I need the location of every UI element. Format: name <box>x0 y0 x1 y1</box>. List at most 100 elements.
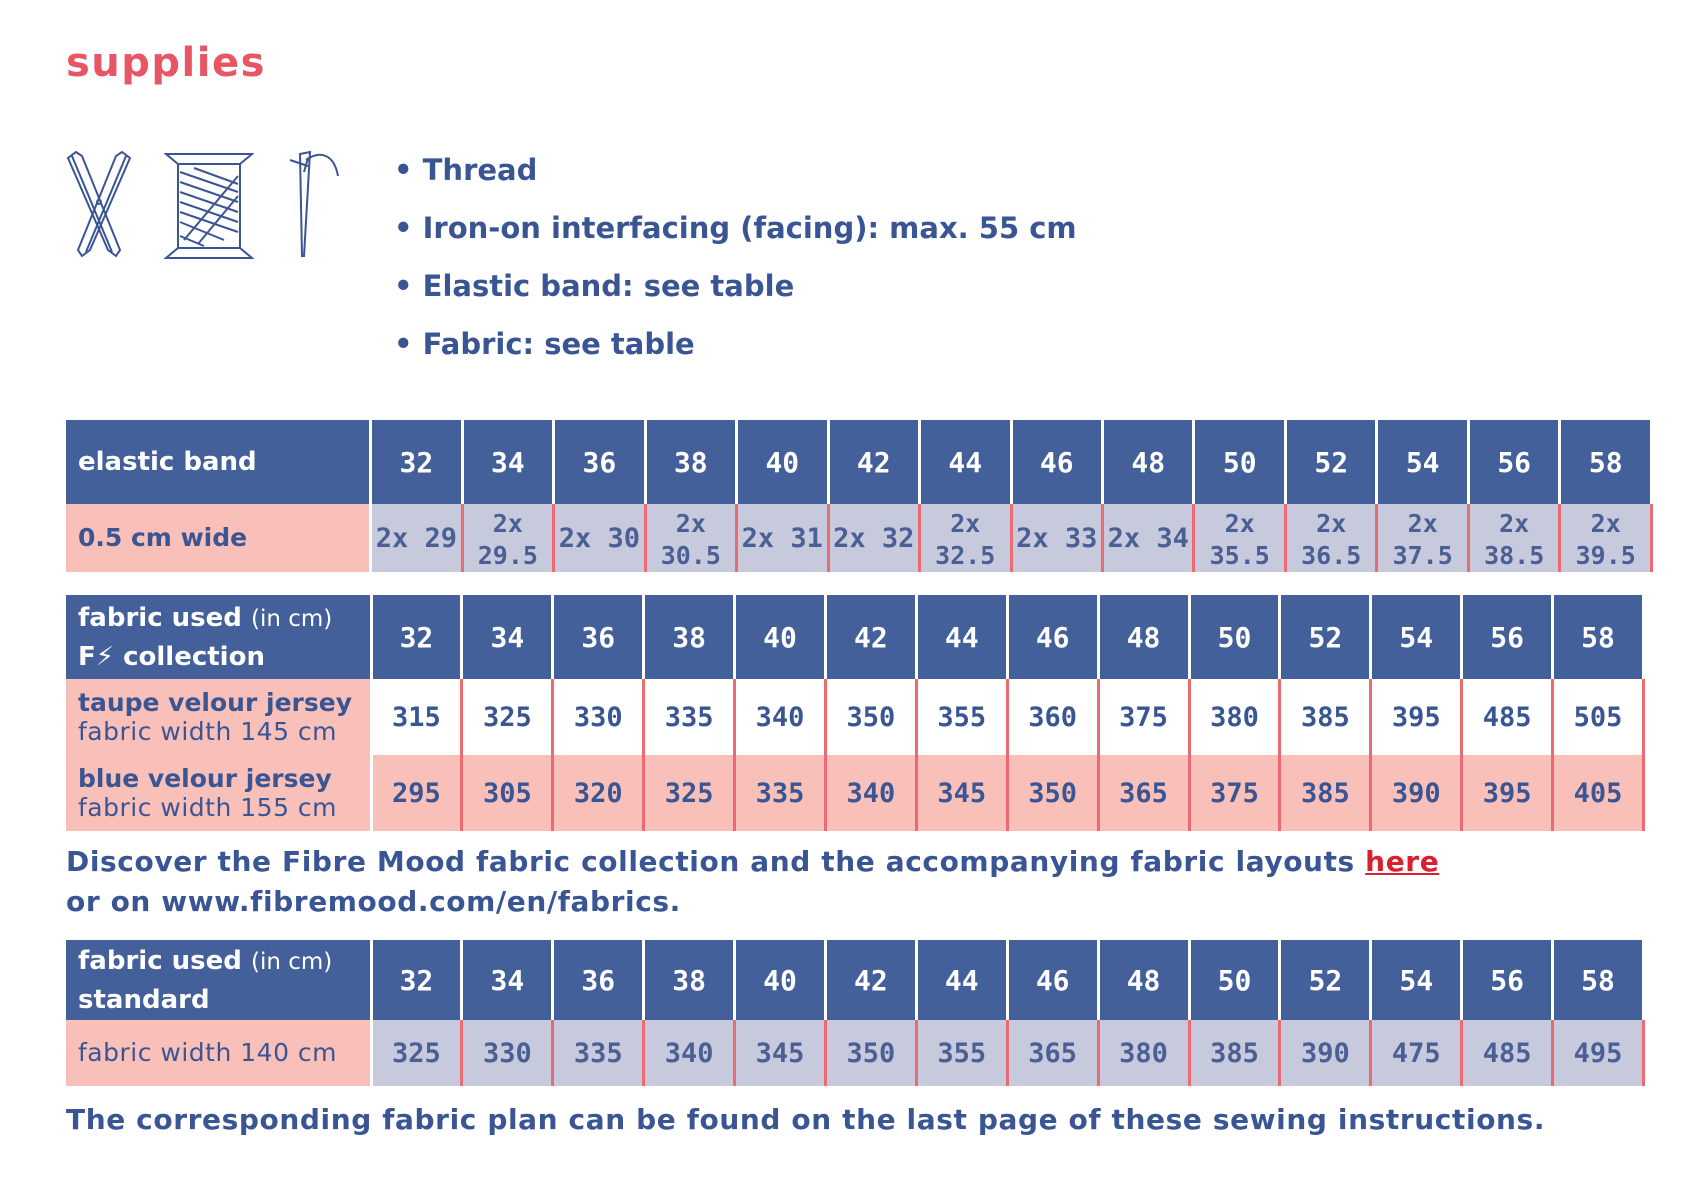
fabric-cell: 375 <box>1189 755 1282 831</box>
fabric-standard-row: fabric width 140 cm 325 330 335 340 345 … <box>66 1020 1645 1086</box>
size-header: 38 <box>643 940 737 1020</box>
fabric-collection-table: fabric used (in cm) F⚡ collection 32 34 … <box>66 595 1645 831</box>
fabric-collection-header-row: fabric used (in cm) F⚡ collection 32 34 … <box>66 595 1645 679</box>
elastic-cell: 2x 32.5 <box>919 504 1013 572</box>
size-header: 50 <box>1193 420 1287 504</box>
elastic-header-row: elastic band 32 34 36 38 40 42 44 46 48 … <box>66 420 1653 504</box>
size-header: 56 <box>1461 940 1555 1020</box>
size-header: 54 <box>1370 595 1464 679</box>
fabric-cell: 305 <box>461 755 555 831</box>
supply-item-thread: Thread <box>394 150 1077 208</box>
fabric-cell: 495 <box>1552 1020 1645 1086</box>
elastic-cell: 2x 29 <box>370 504 464 572</box>
fabric-cell: 320 <box>552 755 646 831</box>
size-header: 32 <box>371 595 464 679</box>
fabric-cell: 350 <box>825 1020 918 1086</box>
size-header: 52 <box>1285 420 1379 504</box>
fabric-cell: 380 <box>1098 1020 1191 1086</box>
fabric-cell: 395 <box>1461 755 1555 831</box>
size-header: 46 <box>1007 940 1100 1020</box>
fabric-cell: 325 <box>461 679 555 755</box>
fabric-cell: 325 <box>643 755 737 831</box>
needle-icon <box>289 150 339 257</box>
elastic-row: 0.5 cm wide 2x 29 2x 29.5 2x 30 2x 30.5 … <box>66 504 1653 572</box>
elastic-cell: 2x 29.5 <box>462 504 556 572</box>
fabric-cell: 350 <box>1007 755 1100 831</box>
size-header: 56 <box>1461 595 1555 679</box>
fabric-cell: 355 <box>916 1020 1009 1086</box>
elastic-cell: 2x 39.5 <box>1559 504 1653 572</box>
thread-spool-icon <box>164 153 254 259</box>
size-header: 50 <box>1189 595 1282 679</box>
elastic-band-table: elastic band 32 34 36 38 40 42 44 46 48 … <box>66 420 1653 572</box>
size-header: 44 <box>916 940 1009 1020</box>
supply-item-interfacing: Iron-on interfacing (facing): max. 55 cm <box>394 208 1077 266</box>
size-header: 40 <box>734 940 827 1020</box>
fabric-cell: 315 <box>371 679 464 755</box>
supply-item-fabric: Fabric: see table <box>394 324 1077 382</box>
fabric-cell: 385 <box>1189 1020 1282 1086</box>
size-header: 34 <box>461 940 555 1020</box>
fabric-collection-note: Discover the Fibre Mood fabric collectio… <box>66 845 1440 918</box>
fabric-cell: 385 <box>1279 755 1373 831</box>
lightning-icon: ⚡ <box>95 641 115 672</box>
size-header: 38 <box>645 420 739 504</box>
elastic-header-label: elastic band <box>66 420 373 504</box>
fabric-cell: 375 <box>1098 679 1191 755</box>
fabric-cell: 365 <box>1007 1020 1100 1086</box>
size-header: 44 <box>919 420 1013 504</box>
size-header: 32 <box>370 420 464 504</box>
size-header: 36 <box>552 940 646 1020</box>
fabric-cell: 350 <box>825 679 918 755</box>
size-header: 32 <box>371 940 464 1020</box>
elastic-cell: 2x 36.5 <box>1285 504 1379 572</box>
here-link[interactable]: here <box>1365 845 1440 878</box>
fabric-cell: 380 <box>1189 679 1282 755</box>
size-header: 34 <box>461 595 555 679</box>
size-header: 46 <box>1011 420 1105 504</box>
fabric-plan-note: The corresponding fabric plan can be fou… <box>66 1103 1546 1136</box>
fabric-cell: 475 <box>1370 1020 1464 1086</box>
elastic-cell: 2x 31 <box>736 504 830 572</box>
size-header: 42 <box>825 595 918 679</box>
fabric-cell: 345 <box>916 755 1009 831</box>
scissors-icon <box>66 150 132 258</box>
elastic-cell: 2x 32 <box>828 504 922 572</box>
fabric-standard-row-label: fabric width 140 cm <box>66 1020 373 1086</box>
elastic-cell: 2x 30.5 <box>645 504 739 572</box>
fabric-cell: 335 <box>734 755 827 831</box>
size-header: 56 <box>1468 420 1562 504</box>
fabric-cell: 325 <box>371 1020 464 1086</box>
size-header: 48 <box>1098 940 1191 1020</box>
size-header: 44 <box>916 595 1009 679</box>
size-header: 54 <box>1370 940 1464 1020</box>
size-header: 58 <box>1552 940 1645 1020</box>
fabric-cell: 505 <box>1552 679 1645 755</box>
fabric-cell: 330 <box>461 1020 555 1086</box>
fabric-cell: 355 <box>916 679 1009 755</box>
fabric-cell: 365 <box>1098 755 1191 831</box>
fabric-standard-header-row: fabric used (in cm) standard 32 34 36 38… <box>66 940 1645 1020</box>
fabric-cell: 390 <box>1370 755 1464 831</box>
supplies-list: Thread Iron-on interfacing (facing): max… <box>394 150 1077 382</box>
fabric-collection-header-label: fabric used (in cm) F⚡ collection <box>66 595 373 679</box>
elastic-cell: 2x 33 <box>1011 504 1105 572</box>
size-header: 54 <box>1376 420 1470 504</box>
size-header: 40 <box>736 420 830 504</box>
size-header: 40 <box>734 595 827 679</box>
fabric-standard-header-label: fabric used (in cm) standard <box>66 940 373 1020</box>
fabric-cell: 335 <box>643 679 737 755</box>
elastic-cell: 2x 37.5 <box>1376 504 1470 572</box>
fabric-row-label: taupe velour jersey fabric width 145 cm <box>66 679 373 755</box>
fabric-cell: 340 <box>643 1020 737 1086</box>
size-header: 42 <box>825 940 918 1020</box>
size-header: 52 <box>1279 940 1373 1020</box>
fabric-cell: 360 <box>1007 679 1100 755</box>
fabric-cell: 340 <box>734 679 827 755</box>
size-header: 48 <box>1098 595 1191 679</box>
size-header: 34 <box>462 420 556 504</box>
size-header: 46 <box>1007 595 1100 679</box>
fabric-cell: 390 <box>1279 1020 1373 1086</box>
elastic-cell: 2x 35.5 <box>1193 504 1287 572</box>
supply-item-elastic: Elastic band: see table <box>394 266 1077 324</box>
